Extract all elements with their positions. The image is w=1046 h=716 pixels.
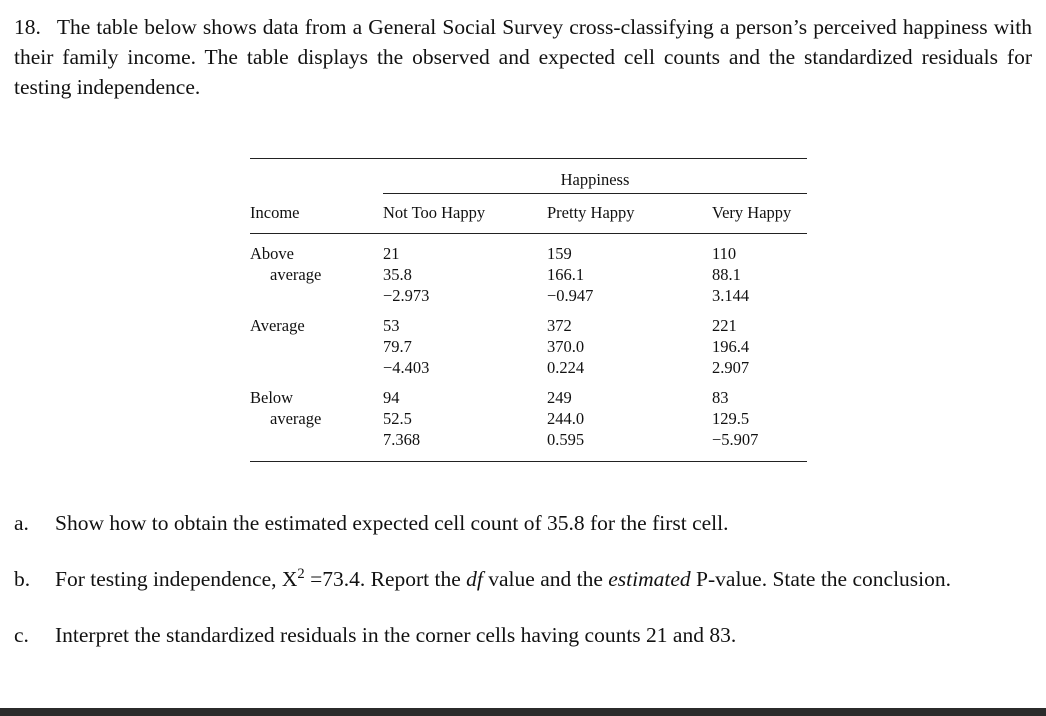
observed-count: 83 <box>712 388 729 407</box>
observed-count: 21 <box>383 244 400 263</box>
question-b: b. For testing independence, X2 =73.4. R… <box>14 564 1032 594</box>
observed-count: 53 <box>383 316 400 335</box>
expected-count: 52.5 <box>383 409 412 428</box>
question-list: a. Show how to obtain the estimated expe… <box>14 508 1032 650</box>
question-c: c. Interpret the standardized residuals … <box>14 620 1032 650</box>
chi-square-exponent: 2 <box>297 565 305 582</box>
std-residual: 7.368 <box>383 430 421 449</box>
income-label: Average <box>250 306 383 378</box>
income-label: Below average <box>250 378 383 461</box>
std-residual: −5.907 <box>712 430 759 449</box>
expected-count: 166.1 <box>547 265 585 284</box>
expected-count: 88.1 <box>712 265 741 284</box>
income-label-line2: average <box>270 265 322 284</box>
column-header-income: Income <box>250 194 383 234</box>
expected-count: 35.8 <box>383 265 412 284</box>
spanner-label: Happiness <box>560 170 630 189</box>
survey-table: Happiness Income Not Too Happy Pretty Ha… <box>250 158 807 462</box>
observed-count: 221 <box>712 316 737 335</box>
table-cell: 110 88.1 3.144 <box>712 234 807 306</box>
problem-statement: 18. The table below shows data from a Gen… <box>14 12 1032 102</box>
question-b-part2: =73.4. Report the <box>304 567 467 591</box>
column-header-not-too-happy: Not Too Happy <box>383 194 547 234</box>
observed-count: 249 <box>547 388 572 407</box>
table-cell: 249 244.0 0.595 <box>547 378 712 461</box>
column-header-very-happy: Very Happy <box>712 194 807 234</box>
table-cell: 221 196.4 2.907 <box>712 306 807 378</box>
table-cell: 159 166.1 −0.947 <box>547 234 712 306</box>
observed-count: 110 <box>712 244 737 263</box>
observed-count: 159 <box>547 244 572 263</box>
expected-count: 244.0 <box>547 409 585 428</box>
problem-text: The table below shows data from a Genera… <box>14 15 1032 99</box>
question-a-text: Show how to obtain the estimated expecte… <box>55 511 729 535</box>
question-c-label: c. <box>14 623 29 647</box>
question-c-text: Interpret the standardized residuals in … <box>55 623 737 647</box>
std-residual: −0.947 <box>547 286 594 305</box>
df-term: df <box>466 567 483 591</box>
estimated-term: estimated <box>608 567 691 591</box>
income-label: Above average <box>250 234 383 306</box>
std-residual: −4.403 <box>383 358 430 377</box>
expected-count: 79.7 <box>383 337 412 356</box>
table-corner-spacer <box>250 159 383 194</box>
std-residual: 0.595 <box>547 430 585 449</box>
income-label-line1: Above <box>250 244 294 263</box>
observed-count: 372 <box>547 316 572 335</box>
std-residual: 3.144 <box>712 286 750 305</box>
question-b-label: b. <box>14 567 31 591</box>
table-cell: 94 52.5 7.368 <box>383 378 547 461</box>
problem-number: 18. <box>14 15 41 39</box>
std-residual: −2.973 <box>383 286 430 305</box>
document-page: 18. The table below shows data from a Gen… <box>14 12 1032 650</box>
column-header-pretty-happy: Pretty Happy <box>547 194 712 234</box>
table-cell: 21 35.8 −2.973 <box>383 234 547 306</box>
window-bottom-edge <box>0 708 1046 716</box>
question-b-part4: P-value. State the conclusion. <box>690 567 952 591</box>
table-cell: 53 79.7 −4.403 <box>383 306 547 378</box>
std-residual: 0.224 <box>547 358 585 377</box>
table-cell: 83 129.5 −5.907 <box>712 378 807 461</box>
question-b-text: For testing independence, X2 =73.4. Repo… <box>55 564 951 594</box>
table-cell: 372 370.0 0.224 <box>547 306 712 378</box>
question-b-part1: For testing independence, X <box>55 567 298 591</box>
income-label-line1: Average <box>250 316 305 335</box>
expected-count: 370.0 <box>547 337 585 356</box>
income-label-line1: Below <box>250 388 294 407</box>
std-residual: 2.907 <box>712 358 750 377</box>
question-a: a. Show how to obtain the estimated expe… <box>14 508 1032 538</box>
expected-count: 196.4 <box>712 337 750 356</box>
expected-count: 129.5 <box>712 409 750 428</box>
observed-count: 94 <box>383 388 400 407</box>
table-spanner-happiness: Happiness <box>383 159 807 194</box>
question-a-label: a. <box>14 511 29 535</box>
question-b-part3: value and the <box>482 567 609 591</box>
income-label-line2: average <box>270 409 322 428</box>
